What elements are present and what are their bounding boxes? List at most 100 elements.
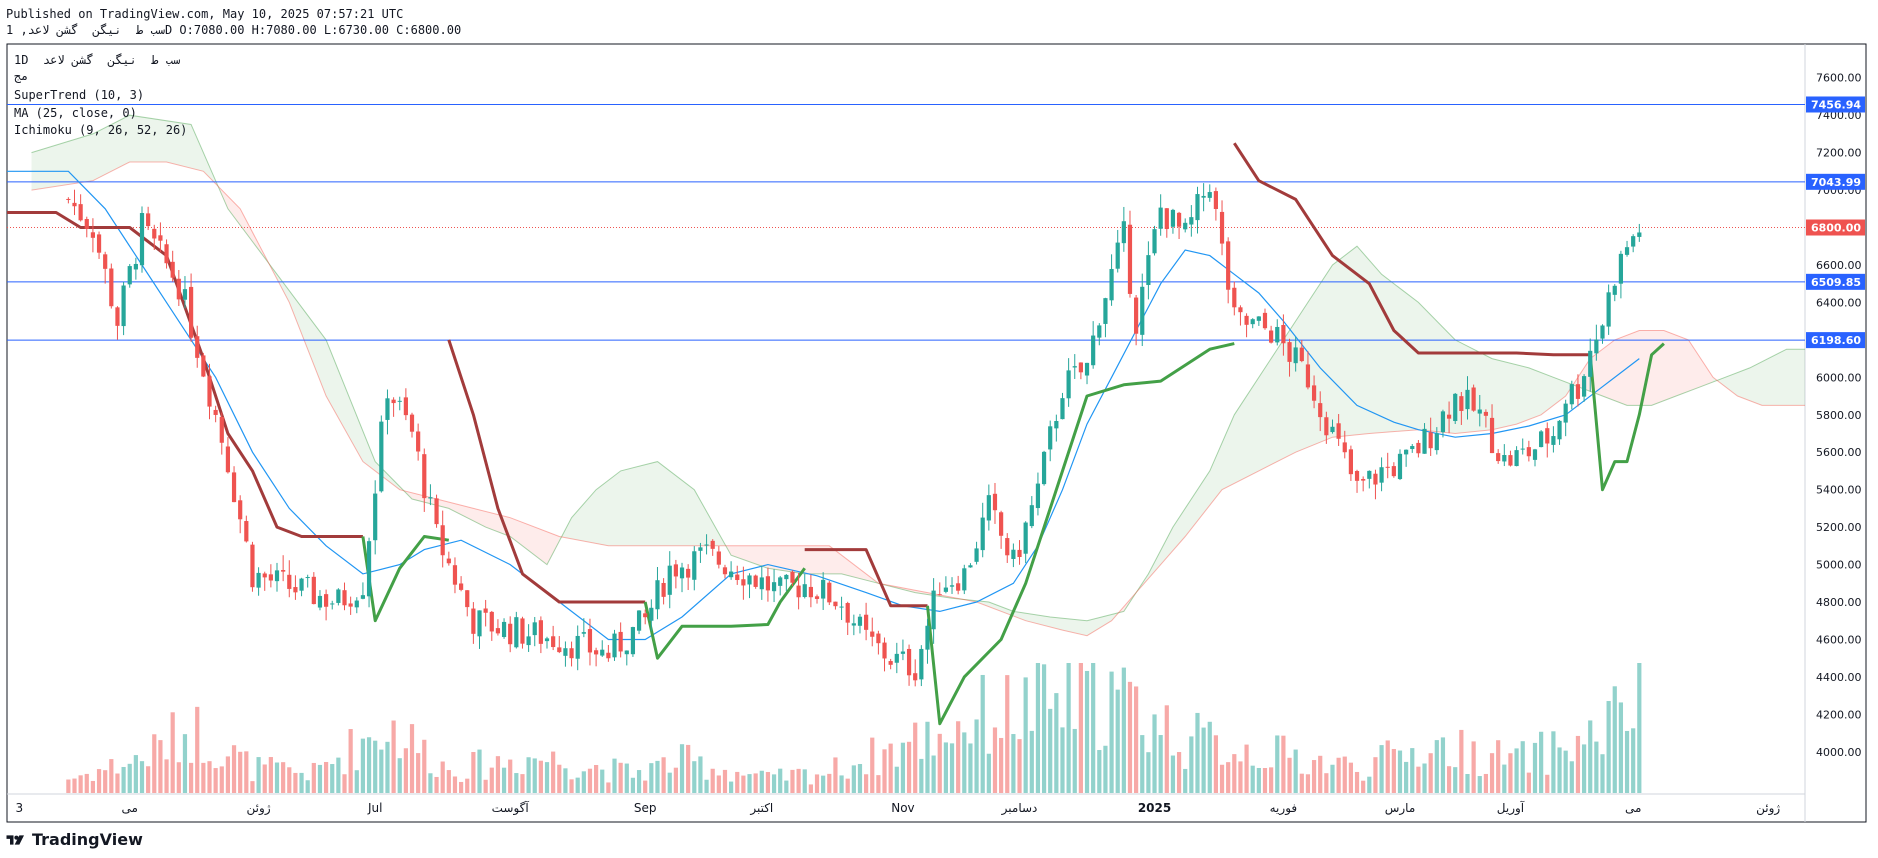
candle-body bbox=[729, 571, 734, 578]
time-tick-label: 3 bbox=[15, 801, 23, 815]
candle-body bbox=[1434, 433, 1439, 451]
ichimoku-cloud bbox=[31, 114, 1805, 637]
candle-body bbox=[784, 574, 789, 580]
candle-body bbox=[1066, 370, 1071, 399]
volume-bar bbox=[489, 767, 494, 793]
candle-body bbox=[281, 570, 286, 572]
price-tick-label: 6000.00 bbox=[1816, 371, 1862, 384]
volume-bar bbox=[477, 749, 482, 793]
volume-bar bbox=[287, 767, 292, 793]
volume-bar bbox=[1011, 734, 1016, 793]
volume-bar bbox=[845, 778, 850, 793]
candle-body bbox=[508, 623, 513, 645]
candle-body bbox=[1078, 362, 1083, 373]
candle-body bbox=[1176, 212, 1182, 227]
candle-body bbox=[919, 648, 924, 680]
volume-bar bbox=[373, 740, 378, 793]
volume-bar bbox=[1078, 663, 1083, 793]
volume-bar bbox=[563, 768, 568, 793]
volume-bar bbox=[397, 758, 402, 793]
legend-ichimoku[interactable]: Ichimoku (9, 26, 52, 26) bbox=[14, 123, 188, 137]
volume-bar bbox=[643, 780, 648, 793]
last-price-label: 6800.00 bbox=[1811, 222, 1861, 235]
legend-supertrend[interactable]: SuperTrend (10, 3) bbox=[14, 88, 145, 102]
volume-bar bbox=[753, 773, 758, 793]
chart-border bbox=[6, 43, 1867, 823]
level-price-label: 6198.60 bbox=[1811, 334, 1861, 347]
volume-bar bbox=[317, 764, 323, 793]
candle-body bbox=[974, 548, 979, 562]
volume-bar bbox=[1207, 721, 1212, 793]
time-tick-label: ژوئن bbox=[1756, 801, 1780, 816]
volume-bar bbox=[931, 755, 936, 793]
volume-bar bbox=[962, 732, 967, 793]
volume-bar bbox=[624, 763, 629, 793]
volume-bar bbox=[299, 772, 304, 793]
time-tick-label: Nov bbox=[891, 801, 914, 815]
volume-bar bbox=[1232, 754, 1237, 793]
candle-body bbox=[1183, 222, 1188, 230]
volume-bar bbox=[526, 757, 531, 793]
time-tick-label: Sep bbox=[634, 801, 657, 815]
candle-body bbox=[563, 648, 568, 656]
candle-body bbox=[1250, 319, 1255, 325]
kumo-bullish bbox=[559, 461, 725, 546]
candle-body bbox=[1238, 307, 1243, 313]
volume-bar bbox=[403, 748, 408, 793]
candle-body bbox=[1029, 505, 1034, 527]
volume-bar bbox=[1539, 731, 1544, 793]
candle-body bbox=[765, 576, 771, 591]
volume-bar bbox=[1201, 727, 1206, 793]
supertrend-up bbox=[643, 567, 806, 660]
volume-bar bbox=[894, 766, 899, 793]
volume-bar bbox=[1158, 735, 1163, 793]
volume-bar bbox=[1121, 667, 1126, 793]
volume-bar bbox=[133, 755, 138, 793]
candle-body bbox=[1422, 428, 1427, 454]
candle-body bbox=[465, 590, 470, 608]
candle-body bbox=[679, 567, 685, 579]
price-tick-label: 5200.00 bbox=[1816, 521, 1862, 534]
candle-body bbox=[1140, 286, 1145, 335]
volume-bar bbox=[833, 757, 838, 793]
volume-bar bbox=[1526, 772, 1531, 793]
volume-bar bbox=[391, 720, 396, 793]
volume-bar bbox=[1005, 675, 1010, 793]
candle-body bbox=[1563, 403, 1568, 423]
volume-bar bbox=[851, 765, 856, 793]
candle-body bbox=[894, 653, 899, 663]
volume-bar bbox=[999, 737, 1004, 793]
volume-bar bbox=[170, 712, 175, 793]
level-price-label: 7456.94 bbox=[1811, 98, 1861, 111]
volume-bar bbox=[771, 774, 777, 793]
volume-bar bbox=[949, 743, 955, 793]
candle-body bbox=[446, 558, 451, 564]
candle-body bbox=[195, 336, 200, 358]
volume-bar bbox=[1226, 762, 1231, 793]
candle-body bbox=[1213, 191, 1218, 210]
volume-bar bbox=[1342, 756, 1347, 793]
volume-bar bbox=[630, 777, 636, 793]
volume-bar bbox=[1471, 741, 1476, 793]
legend-ma[interactable]: MA (25, close, 0) bbox=[14, 106, 137, 120]
volume-bar bbox=[1459, 729, 1464, 793]
volume-bar bbox=[1287, 757, 1292, 793]
candle-body bbox=[1115, 242, 1120, 269]
candle-body bbox=[759, 577, 764, 590]
candle-body bbox=[1091, 335, 1096, 366]
candle-body bbox=[551, 636, 556, 648]
candle-body bbox=[115, 307, 120, 326]
level-price-label-bg bbox=[1806, 273, 1865, 290]
candle-body bbox=[250, 544, 255, 588]
candle-body bbox=[373, 493, 378, 541]
candle-body bbox=[1551, 436, 1556, 445]
volume-bar bbox=[692, 761, 697, 793]
candle-body bbox=[1158, 207, 1163, 229]
candle-body bbox=[103, 254, 108, 269]
volume-bar bbox=[925, 721, 930, 793]
volume-bar bbox=[673, 767, 678, 793]
volume-bar bbox=[544, 762, 550, 793]
candle-body bbox=[385, 398, 390, 420]
volume-bar bbox=[1514, 748, 1519, 793]
